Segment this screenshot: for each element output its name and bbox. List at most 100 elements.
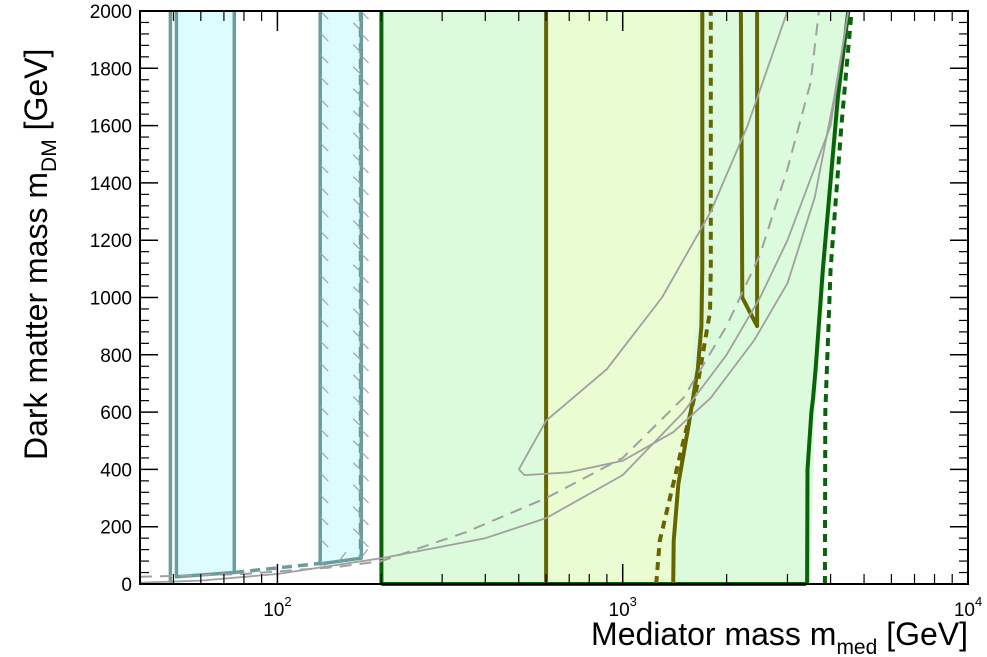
x-axis-title-unit: [GeV] (877, 616, 968, 652)
hatch-mark-2-9 (360, 186, 369, 196)
contour-line-14 (518, 10, 850, 477)
hatch-mark-1-17 (319, 362, 329, 372)
contour-line-9 (822, 10, 854, 585)
x-tick-label-3: 104 (954, 594, 982, 621)
hatch-mark-2-18 (360, 384, 369, 394)
y-axis-title-main: Dark matter mass m (18, 172, 54, 460)
hatch-mark-1-22 (319, 472, 329, 482)
exclusion-region-4 (546, 11, 698, 584)
hatch-mark-1-44 (352, 198, 362, 208)
hatch-mark-1-52 (352, 22, 362, 32)
contour-line-12 (654, 11, 713, 585)
hatch-mark-1-25 (319, 538, 329, 548)
contour-line-11 (671, 11, 705, 585)
hatch-mark-1-32 (352, 462, 362, 472)
hatch-mark-1-3 (319, 54, 329, 64)
hatch-mark-1-9 (319, 186, 329, 196)
contour-line-13 (738, 10, 760, 329)
hatch-mark-2-24 (360, 516, 369, 526)
hatch-mark-1-10 (319, 208, 329, 218)
hatch-mark-1-12 (319, 252, 329, 262)
hatch-mark-1-7 (319, 142, 329, 152)
hatch-mark-1-35 (352, 396, 362, 406)
filled-regions (176, 11, 849, 584)
y-tick-label-7: 1200 (90, 231, 132, 252)
exclusion-region-1 (176, 11, 235, 577)
hatch-mark-1-48 (352, 110, 362, 120)
hatch-mark-1-14 (319, 296, 329, 306)
y-tick-label-4: 600 (100, 403, 132, 424)
y-axis-title: Dark matter mass mDM [GeV] (18, 49, 61, 460)
y-axis-title-sub: DM (38, 139, 61, 172)
hatch-mark-2-4 (360, 76, 369, 86)
hatch-mark-2-15 (360, 318, 369, 328)
contour-line-15 (518, 10, 789, 470)
y-axis-title-unit: [GeV] (18, 49, 54, 140)
hatch-mark-1-39 (352, 308, 362, 318)
x-tick-base: 10 (263, 600, 284, 621)
hatch-mark-2-8 (360, 164, 369, 174)
hatch-mark-1-5 (319, 98, 329, 108)
hatch-mark-1-50 (352, 66, 362, 76)
contour-line-5 (234, 561, 321, 575)
contour-line-8 (805, 10, 851, 585)
hatch-mark-2-7 (360, 142, 369, 152)
hatch-mark-1-38 (352, 330, 362, 340)
hatch-mark-1-29 (352, 528, 362, 538)
hatch-mark-2-5 (360, 98, 369, 108)
hatch-mark-2-23 (360, 494, 369, 504)
x-tick-base: 10 (954, 600, 975, 621)
x-axis-title-sub: med (836, 636, 877, 657)
hatch-mark-1-47 (352, 132, 362, 142)
hatch-mark-1-45 (352, 176, 362, 186)
hatch-mark-2-25 (360, 538, 369, 548)
y-tick-label-11: 2000 (90, 2, 132, 23)
x-tick-exponent: 4 (975, 594, 982, 609)
hatch-mark-1-49 (352, 88, 362, 98)
hatch-mark-1-43 (352, 220, 362, 230)
x-axis-title-main: Mediator mass m (591, 616, 836, 652)
hatch-mark-1-34 (352, 418, 362, 428)
hatch-mark-2-1 (360, 10, 369, 20)
x-tick-exponent: 3 (630, 594, 637, 609)
y-tick-label-8: 1400 (90, 174, 132, 195)
x-tick-base: 10 (609, 600, 630, 621)
hatch-mark-1-19 (319, 406, 329, 416)
hatch-mark-1-13 (319, 274, 329, 284)
hatch-mark-2-21 (360, 450, 369, 460)
hatch-mark-2-14 (360, 296, 369, 306)
y-tick-label-6: 1000 (90, 289, 132, 310)
hatch-mark-1-26 (319, 560, 329, 570)
hatch-mark-2-2 (360, 32, 369, 42)
hatch-mark-1-42 (352, 242, 362, 252)
hatch-mark-2-13 (360, 274, 369, 284)
axis-ticks (139, 10, 969, 585)
hatch-mark-2-20 (360, 428, 369, 438)
hatch-mark-2-6 (360, 120, 369, 130)
hatch-mark-1-4 (319, 76, 329, 86)
hatch-mark-1-21 (319, 450, 329, 460)
hatch-mark-2-19 (360, 406, 369, 416)
hatch-mark-1-37 (352, 352, 362, 362)
hatch-mark-1-51 (352, 44, 362, 54)
hatch-mark-1-24 (319, 516, 329, 526)
hatch-mark-1-8 (319, 164, 329, 174)
x-tick-exponent: 2 (284, 594, 291, 609)
hatch-mark-1-11 (319, 230, 329, 240)
hatch-mark-1-6 (319, 120, 329, 130)
hatch-mark-1-15 (319, 318, 329, 328)
hatch-mark-1-30 (352, 506, 362, 516)
y-tick-label-1: 0 (121, 575, 132, 596)
hatch-mark-1-31 (352, 484, 362, 494)
contour-line-17 (139, 10, 820, 578)
hatch-mark-1-23 (319, 494, 329, 504)
y-tick-label-3: 400 (100, 460, 132, 481)
hatch-mark-2-10 (360, 208, 369, 218)
y-tick-label-2: 200 (100, 518, 132, 539)
y-tick-label-5: 800 (100, 346, 132, 367)
hatch-mark-2-12 (360, 252, 369, 262)
hatch-mark-1-36 (352, 374, 362, 384)
x-tick-label-1: 102 (263, 594, 291, 621)
hatch-mark-1-27 (338, 551, 347, 562)
